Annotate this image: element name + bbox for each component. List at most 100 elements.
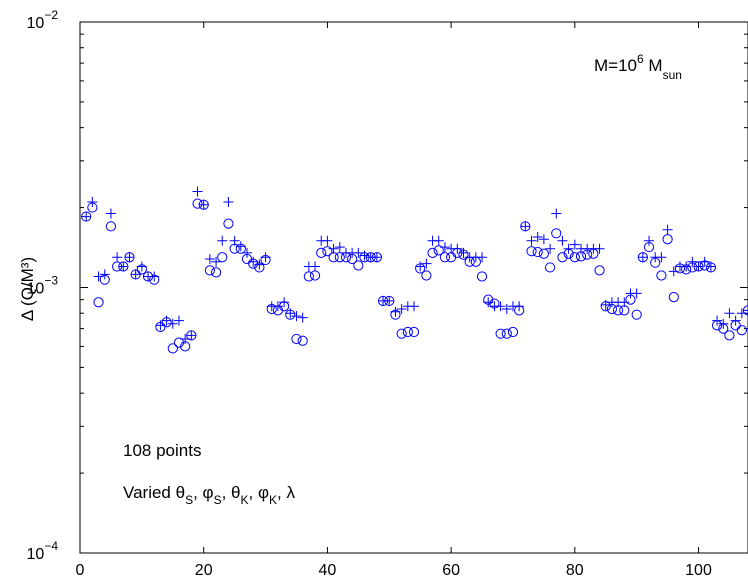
- circle-marker: [662, 234, 673, 245]
- circle-marker: [557, 252, 568, 263]
- circle-marker: [631, 309, 642, 320]
- plus-marker: [736, 308, 747, 319]
- plus-marker: [439, 242, 450, 253]
- circle-marker: [476, 271, 488, 282]
- plus-marker: [155, 320, 166, 331]
- circle-marker: [408, 326, 420, 338]
- plus-marker: [211, 256, 222, 267]
- plus-marker: [99, 269, 110, 280]
- circle-marker: [173, 337, 185, 348]
- plus-marker: [619, 297, 630, 308]
- plus-marker: [662, 224, 673, 235]
- data-marks: [81, 186, 748, 354]
- circle-marker: [569, 252, 580, 263]
- plus-marker: [520, 221, 531, 232]
- plus-marker: [743, 305, 748, 316]
- circle-marker: [439, 252, 451, 263]
- plus-marker: [136, 261, 147, 272]
- plus-marker: [594, 243, 605, 254]
- plus-marker: [291, 311, 302, 322]
- mass-annotation-subscript: sun: [663, 68, 682, 82]
- varied-subscript: S: [185, 493, 193, 507]
- plus-marker: [235, 241, 246, 252]
- x-tick-label: 40: [319, 562, 337, 579]
- circle-marker: [309, 270, 321, 281]
- plus-marker: [656, 252, 667, 263]
- circle-marker: [446, 252, 457, 263]
- plus-marker: [563, 243, 574, 254]
- plus-marker: [415, 261, 426, 272]
- plot-frame: [79, 21, 748, 554]
- plus-marker: [173, 315, 184, 326]
- plus-marker: [631, 288, 642, 299]
- circle-marker: [668, 292, 679, 303]
- plus-marker: [130, 269, 141, 280]
- y-tick-label: 10−3: [27, 274, 59, 298]
- plus-marker: [712, 315, 723, 326]
- plus-marker: [724, 308, 735, 319]
- plus-marker: [242, 247, 252, 258]
- plus-marker: [180, 333, 191, 344]
- plus-marker: [371, 252, 382, 263]
- plus-marker: [668, 266, 679, 277]
- plus-marker: [93, 271, 104, 282]
- circle-marker: [551, 228, 562, 239]
- varied-symbol: φ: [258, 483, 269, 502]
- plus-marker: [637, 252, 648, 263]
- y-tick-label: 10−4: [27, 539, 59, 563]
- plus-marker: [501, 303, 512, 314]
- circle-marker: [217, 252, 228, 263]
- plus-marker: [229, 235, 240, 246]
- varied-subscript: S: [214, 493, 222, 507]
- y-tick-label: 10−2: [27, 8, 59, 32]
- circle-marker: [291, 333, 302, 345]
- circle-marker: [192, 198, 203, 209]
- plus-marker: [167, 318, 178, 329]
- plus-marker: [526, 235, 537, 246]
- plus-marker: [477, 252, 488, 263]
- plus-marker: [81, 211, 92, 222]
- plus-marker: [279, 297, 290, 308]
- mass-annotation-prefix: M=10: [594, 56, 637, 75]
- points-annotation: 108 points: [123, 441, 201, 460]
- plus-marker: [248, 256, 259, 267]
- plus-marker: [693, 261, 704, 272]
- plus-marker: [514, 301, 525, 312]
- circle-marker: [105, 221, 117, 232]
- circle-marker: [322, 246, 333, 257]
- circle-marker: [297, 335, 308, 346]
- circle-marker: [427, 247, 438, 258]
- x-tick-label: 0: [76, 562, 85, 579]
- circle-marker: [93, 297, 104, 308]
- circle-marker: [303, 271, 314, 282]
- plus-marker: [600, 299, 611, 310]
- plus-marker: [557, 235, 568, 246]
- plus-marker: [322, 235, 333, 246]
- plus-marker: [409, 301, 419, 312]
- plus-marker: [186, 330, 197, 341]
- axis-ticks: 0 20 40 60 80 100 10−2 10−3 10−4: [27, 8, 748, 579]
- plus-marker: [452, 243, 463, 254]
- circle-marker: [507, 326, 519, 338]
- x-tick-label: 20: [195, 562, 213, 579]
- plus-marker: [538, 234, 549, 245]
- plus-marker: [112, 252, 123, 263]
- plus-marker: [87, 196, 98, 207]
- circle-marker: [501, 328, 512, 339]
- circle-marker: [204, 265, 215, 276]
- plus-marker: [285, 308, 296, 319]
- plus-marker: [353, 247, 364, 258]
- circle-marker: [526, 246, 537, 257]
- circle-marker: [532, 246, 543, 258]
- varied-symbol: θ: [231, 483, 240, 502]
- plus-marker: [118, 261, 129, 272]
- plus-marker: [687, 256, 698, 267]
- circle-marker: [396, 328, 407, 339]
- plus-marker: [149, 271, 160, 282]
- circle-marker: [402, 326, 413, 338]
- circle-marker: [223, 218, 234, 229]
- plus-marker: [272, 301, 283, 312]
- varied-symbol: φ: [203, 483, 214, 502]
- circle-marker: [656, 270, 667, 281]
- circle-marker: [538, 248, 549, 259]
